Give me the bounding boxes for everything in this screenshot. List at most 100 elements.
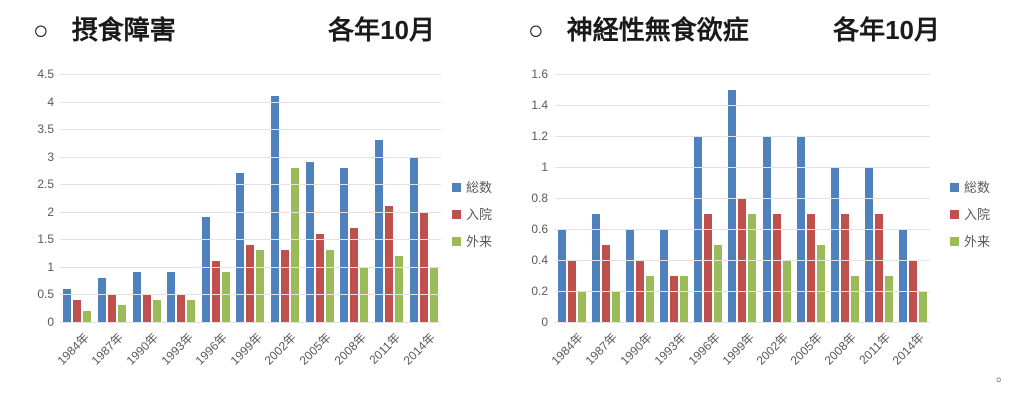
y-tick-label: 1.4 — [531, 98, 548, 112]
bar-groups — [60, 74, 441, 322]
chart-subtitle: 各年10月 — [328, 15, 435, 45]
circle-bullet-icon: ○ — [528, 15, 544, 45]
y-tick-label: 4.5 — [37, 67, 54, 81]
legend-label-total: 総数 — [964, 180, 991, 195]
bar-outpatient — [884, 275, 893, 322]
chart-title-text: 摂食障害 — [71, 15, 176, 45]
y-tick-label: 1.6 — [531, 67, 548, 81]
bar-inpatient — [142, 294, 151, 322]
y-tick-label: 0 — [47, 315, 54, 329]
bar-group — [340, 74, 369, 322]
bar-outpatient — [680, 275, 689, 322]
gridline — [555, 229, 930, 230]
x-category-label: 2011年 — [856, 330, 894, 367]
chart-title-row: ○ 摂食障害 各年10月 — [33, 10, 435, 47]
x-category-label: 2002年 — [753, 330, 791, 368]
bar-total — [898, 229, 907, 322]
legend: 総数 入院 外来 — [950, 181, 990, 248]
bar-inpatient — [806, 213, 815, 322]
bar-total — [63, 288, 72, 322]
legend-color-swatch — [950, 183, 959, 192]
bar-inpatient — [704, 213, 713, 322]
gridline — [60, 266, 441, 268]
chart-title-row: ○ 神経性無食欲症 各年10月 — [528, 10, 940, 47]
bar-total — [236, 173, 245, 322]
legend-item-total: 総数 — [950, 181, 990, 194]
x-category-label: 1984年 — [54, 330, 92, 368]
bar-total — [864, 167, 873, 322]
plot-area — [60, 74, 441, 323]
gridline — [555, 136, 930, 137]
bar-outpatient — [394, 255, 403, 322]
y-tick-label: 0.8 — [531, 191, 548, 205]
gridline — [60, 74, 441, 75]
bar-group — [97, 74, 126, 322]
y-tick-label: 0.6 — [531, 222, 548, 236]
legend-color-swatch — [452, 237, 461, 246]
bar-inpatient — [670, 275, 679, 322]
bar-group — [236, 74, 265, 322]
bar-outpatient — [152, 299, 161, 322]
bar-total — [97, 277, 106, 322]
bar-inpatient — [772, 213, 781, 322]
bar-outpatient — [816, 244, 825, 322]
bar-outpatient — [578, 291, 587, 322]
legend-item-outpatient: 外来 — [452, 235, 492, 248]
x-category-label: 2008年 — [821, 330, 859, 368]
bar-total — [340, 167, 349, 322]
x-category-label: 2011年 — [366, 330, 404, 367]
legend-item-total: 総数 — [452, 181, 492, 194]
bar-outpatient — [83, 310, 92, 322]
y-tick-label: 1.5 — [37, 232, 54, 247]
bar-outpatient — [714, 244, 723, 322]
gridline — [555, 260, 930, 261]
bar-outpatient — [221, 272, 230, 322]
bar-group — [63, 74, 92, 322]
y-tick-label: 3 — [47, 149, 54, 164]
bar-inpatient — [177, 294, 186, 322]
bar-outpatient — [325, 250, 334, 322]
legend-label-inpatient: 入院 — [466, 207, 493, 222]
legend-label-inpatient: 入院 — [964, 207, 991, 222]
gridline — [555, 167, 930, 168]
bar-total — [626, 229, 635, 322]
bar-inpatient — [602, 244, 611, 322]
gridline — [60, 101, 441, 103]
bar-inpatient — [874, 213, 883, 322]
bar-group — [167, 74, 196, 322]
x-category-label: 1987年 — [88, 330, 127, 368]
bar-inpatient — [107, 294, 116, 322]
gridline — [555, 198, 930, 199]
gridline — [60, 294, 441, 296]
legend-label-outpatient: 外来 — [466, 234, 493, 249]
bar-total — [305, 162, 314, 322]
gridline — [60, 239, 441, 241]
gridline — [555, 105, 930, 106]
bar-outpatient — [850, 275, 859, 322]
y-tick-label: 0.5 — [37, 287, 54, 302]
gridline — [60, 184, 441, 186]
x-axis: 1984年 1987年 1990年 1993年 1996年 1999年 2002年 2005年… — [549, 322, 930, 392]
y-axis: 0 0.5 1 1.5 2 2.5 3 3.5 4 4.5 — [14, 68, 54, 328]
x-category-label: 1993年 — [651, 330, 689, 368]
x-category-label: 1993年 — [158, 330, 196, 368]
x-category-label: 1990年 — [123, 330, 161, 368]
x-category-label: 2014年 — [400, 330, 438, 368]
bar-group — [864, 74, 893, 322]
circle-bullet-icon: ○ — [33, 15, 49, 45]
y-tick-label: 1 — [541, 160, 548, 174]
bar-total — [660, 229, 669, 322]
legend-label-total: 総数 — [466, 180, 493, 195]
legend-label-outpatient: 外来 — [964, 234, 991, 249]
x-category-label: 1999年 — [227, 330, 265, 368]
x-category-label: 2002年 — [262, 330, 300, 368]
bar-inpatient — [350, 228, 359, 322]
bar-inpatient — [840, 213, 849, 322]
bar-group — [409, 74, 438, 322]
bar-total — [830, 167, 839, 322]
legend-color-swatch — [950, 237, 959, 246]
y-tick-label: 0.4 — [531, 253, 548, 267]
x-category-label: 1999年 — [719, 330, 757, 368]
x-category-label: 1984年 — [548, 330, 587, 368]
bar-inpatient — [281, 250, 290, 322]
